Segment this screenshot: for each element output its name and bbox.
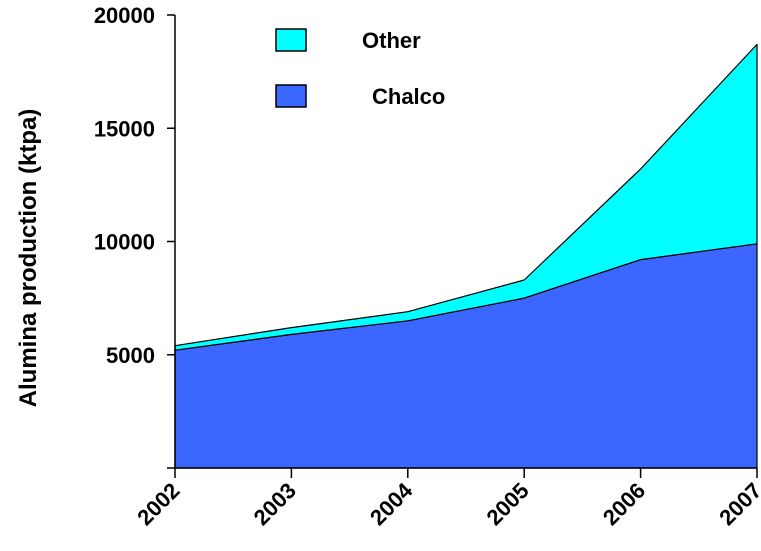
area-other (174, 43, 758, 351)
x-tick-label: 2006 (598, 478, 650, 530)
y-tick-label: 5000 (106, 343, 155, 368)
y-tick-label: 15000 (94, 116, 155, 141)
x-tick-label: 2002 (132, 478, 184, 530)
y-tick-label: 10000 (94, 230, 155, 255)
legend-swatch-chalco (275, 84, 307, 108)
x-tick-label: 2004 (365, 477, 418, 530)
legend-label-other: Other (362, 28, 421, 53)
y-axis-title: Alumina production (ktpa) (15, 109, 42, 408)
x-axis-ticks: 2002 2003 2004 2005 2006 2007 (132, 468, 761, 530)
x-tick-label: 2003 (249, 478, 301, 530)
legend-swatch-other (275, 28, 307, 52)
legend-label-chalco: Chalco (372, 84, 445, 109)
x-tick-label: 2005 (481, 478, 533, 530)
x-tick-label: 2007 (714, 478, 761, 530)
y-axis-ticks: 5000 10000 15000 20000 (94, 3, 175, 469)
legend: Other Chalco (275, 28, 445, 109)
area-series-group (174, 43, 758, 469)
area-chalco (174, 243, 758, 469)
y-tick-label: 20000 (94, 3, 155, 28)
